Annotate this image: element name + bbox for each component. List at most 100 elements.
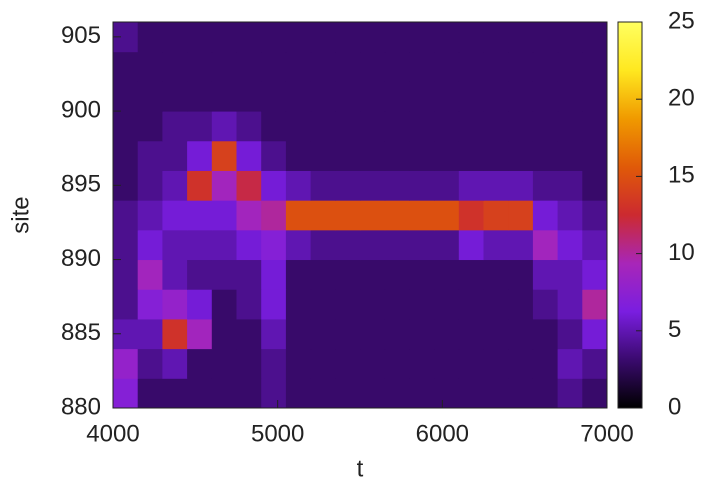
heat-cell bbox=[360, 348, 386, 379]
heat-cell bbox=[211, 200, 237, 231]
heat-cell bbox=[508, 81, 534, 112]
heat-cell bbox=[211, 140, 237, 171]
x-axis-label: t bbox=[357, 455, 364, 482]
heat-cell bbox=[458, 140, 484, 171]
colorbar-tick-label: 20 bbox=[668, 85, 695, 112]
heat-cell bbox=[508, 140, 534, 171]
heat-cell bbox=[162, 259, 188, 290]
heat-cell bbox=[310, 170, 336, 201]
colorbar-tick-label: 5 bbox=[668, 316, 681, 343]
heat-cell bbox=[483, 22, 509, 53]
heat-cell bbox=[285, 318, 312, 350]
heat-cell bbox=[582, 170, 608, 201]
heat-cell bbox=[409, 170, 435, 201]
heat-cell bbox=[236, 170, 262, 201]
heat-cell bbox=[137, 318, 163, 350]
heat-cell bbox=[582, 22, 608, 53]
heat-cell bbox=[285, 200, 312, 231]
heat-cell bbox=[261, 22, 287, 53]
heat-cell bbox=[285, 81, 312, 112]
heat-cell bbox=[409, 22, 435, 53]
heat-cell bbox=[458, 259, 484, 290]
heat-cell bbox=[483, 51, 509, 82]
heat-cell bbox=[508, 111, 534, 142]
heat-cell bbox=[409, 259, 435, 290]
heat-cell bbox=[434, 140, 460, 171]
heat-cell bbox=[285, 51, 312, 82]
heat-cell bbox=[508, 318, 534, 350]
heat-cell bbox=[483, 81, 509, 112]
heat-cell bbox=[582, 289, 608, 320]
heat-cell bbox=[483, 140, 509, 171]
heat-cell bbox=[285, 289, 312, 320]
heat-cell bbox=[261, 111, 287, 142]
heat-cell bbox=[409, 348, 435, 379]
heat-cell bbox=[113, 51, 139, 82]
heat-cell bbox=[285, 170, 312, 201]
heat-cell bbox=[137, 81, 163, 112]
heat-cell bbox=[582, 81, 608, 112]
heat-cell bbox=[458, 200, 484, 231]
heat-cell bbox=[261, 200, 287, 231]
heat-cell bbox=[384, 140, 410, 171]
heat-cell bbox=[483, 111, 509, 142]
heat-cell bbox=[335, 318, 361, 350]
heat-cell bbox=[508, 348, 534, 379]
y-tick-label: 905 bbox=[61, 22, 101, 49]
heat-cell bbox=[434, 318, 460, 350]
heat-cell bbox=[162, 378, 188, 409]
heat-cell bbox=[508, 51, 534, 82]
heat-cell bbox=[187, 289, 213, 320]
heat-cell bbox=[285, 22, 312, 53]
heat-cell bbox=[236, 81, 262, 112]
heat-cell bbox=[335, 259, 361, 290]
heat-cell bbox=[310, 378, 336, 409]
heat-cell bbox=[557, 81, 583, 112]
heat-cell bbox=[113, 140, 139, 171]
heat-cell bbox=[310, 318, 336, 350]
heat-cell bbox=[483, 170, 509, 201]
heat-cell bbox=[384, 348, 410, 379]
heat-cell bbox=[211, 318, 237, 350]
heat-cell bbox=[557, 229, 583, 261]
heat-cell bbox=[483, 378, 509, 409]
heat-cell bbox=[162, 348, 188, 379]
heat-cell bbox=[508, 200, 534, 231]
y-tick-label: 885 bbox=[61, 319, 101, 346]
heat-cell bbox=[434, 348, 460, 379]
heat-cell bbox=[384, 51, 410, 82]
heat-cell bbox=[483, 348, 509, 379]
heat-cell bbox=[261, 51, 287, 82]
heat-cell bbox=[508, 229, 534, 261]
heat-cell bbox=[236, 51, 262, 82]
heat-cell bbox=[236, 348, 262, 379]
heat-cell bbox=[187, 348, 213, 379]
heat-cell bbox=[162, 229, 188, 261]
heat-cell bbox=[137, 111, 163, 142]
heat-cell bbox=[261, 289, 287, 320]
heat-cell bbox=[261, 348, 287, 379]
heat-cell bbox=[458, 170, 484, 201]
heat-cell bbox=[187, 318, 213, 350]
heat-cell bbox=[236, 22, 262, 53]
x-tick-label: 4000 bbox=[86, 420, 139, 447]
heat-cell bbox=[335, 229, 361, 261]
heat-cell bbox=[557, 348, 583, 379]
heat-cell bbox=[113, 81, 139, 112]
heat-cell bbox=[532, 259, 559, 290]
heat-cell bbox=[384, 378, 410, 409]
heat-cell bbox=[409, 229, 435, 261]
heat-cell bbox=[557, 378, 583, 409]
heat-cell bbox=[532, 229, 559, 261]
heat-cell bbox=[384, 200, 410, 231]
heat-cell bbox=[162, 318, 188, 350]
heat-cell bbox=[261, 229, 287, 261]
heat-cell bbox=[162, 170, 188, 201]
plot-frame bbox=[112, 21, 608, 409]
heat-cell bbox=[335, 51, 361, 82]
heat-cell bbox=[137, 200, 163, 231]
heat-cell bbox=[211, 289, 237, 320]
heat-cell bbox=[384, 111, 410, 142]
heat-cell bbox=[409, 111, 435, 142]
heat-cell bbox=[261, 170, 287, 201]
